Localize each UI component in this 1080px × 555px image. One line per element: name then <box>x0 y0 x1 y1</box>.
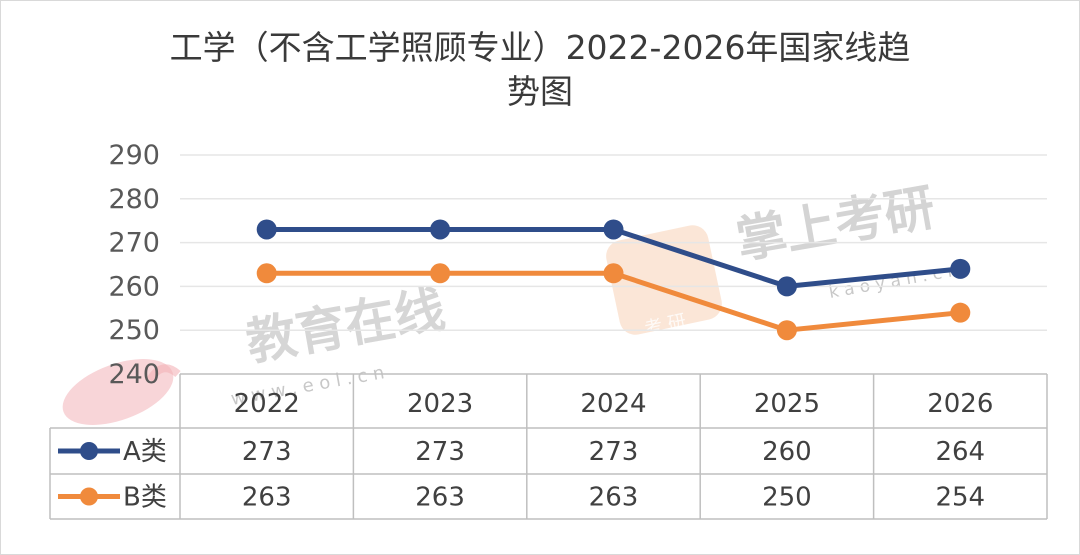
table-value: 263 <box>415 483 465 513</box>
y-tick-label: 280 <box>108 184 160 215</box>
legend-key-marker <box>80 442 98 460</box>
table-value: 273 <box>242 437 292 467</box>
chart-title-line-1: 工学（不含工学照顾专业）2022-2026年国家线趋 <box>169 28 911 67</box>
table-value: 254 <box>935 483 985 513</box>
x-tick-label: 2022 <box>234 389 300 419</box>
y-tick-label: 260 <box>108 271 160 302</box>
eol-watermark-text: 教育在线 <box>242 280 449 372</box>
data-point <box>776 276 797 297</box>
y-tick-label: 290 <box>108 140 160 171</box>
chart-title: 工学（不含工学照顾专业）2022-2026年国家线趋 势图 <box>60 26 1020 114</box>
legend-label: A类 <box>123 437 167 467</box>
data-point <box>256 219 277 240</box>
kaoyan-logo-icon <box>606 225 722 335</box>
data-point <box>950 258 971 279</box>
data-point <box>776 320 797 341</box>
table-value: 273 <box>415 437 465 467</box>
x-tick-label: 2026 <box>927 389 993 419</box>
y-tick-label: 270 <box>108 228 160 259</box>
y-tick-label: 250 <box>108 315 160 346</box>
table-value: 260 <box>762 437 812 467</box>
legend-label: B类 <box>123 483 167 513</box>
table-value: 263 <box>589 483 639 513</box>
data-point <box>950 302 971 323</box>
data-point <box>603 219 624 240</box>
table-value: 263 <box>242 483 292 513</box>
x-tick-label: 2025 <box>754 389 820 419</box>
data-point <box>430 219 451 240</box>
eol-logo-icon <box>62 359 174 425</box>
table-value: 250 <box>762 483 812 513</box>
data-point <box>256 263 277 284</box>
data-point <box>603 263 624 284</box>
kaoyan-watermark-text: 掌上考研 <box>732 178 939 270</box>
y-tick-label: 240 <box>108 359 160 390</box>
table-value: 273 <box>589 437 639 467</box>
data-point <box>430 263 451 284</box>
x-tick-label: 2023 <box>407 389 473 419</box>
eol-logo-swoosh <box>146 364 181 383</box>
legend-key-marker <box>80 487 98 506</box>
chart-title-line-2: 势图 <box>507 72 573 111</box>
x-tick-label: 2024 <box>580 389 646 419</box>
table-value: 264 <box>935 437 985 467</box>
